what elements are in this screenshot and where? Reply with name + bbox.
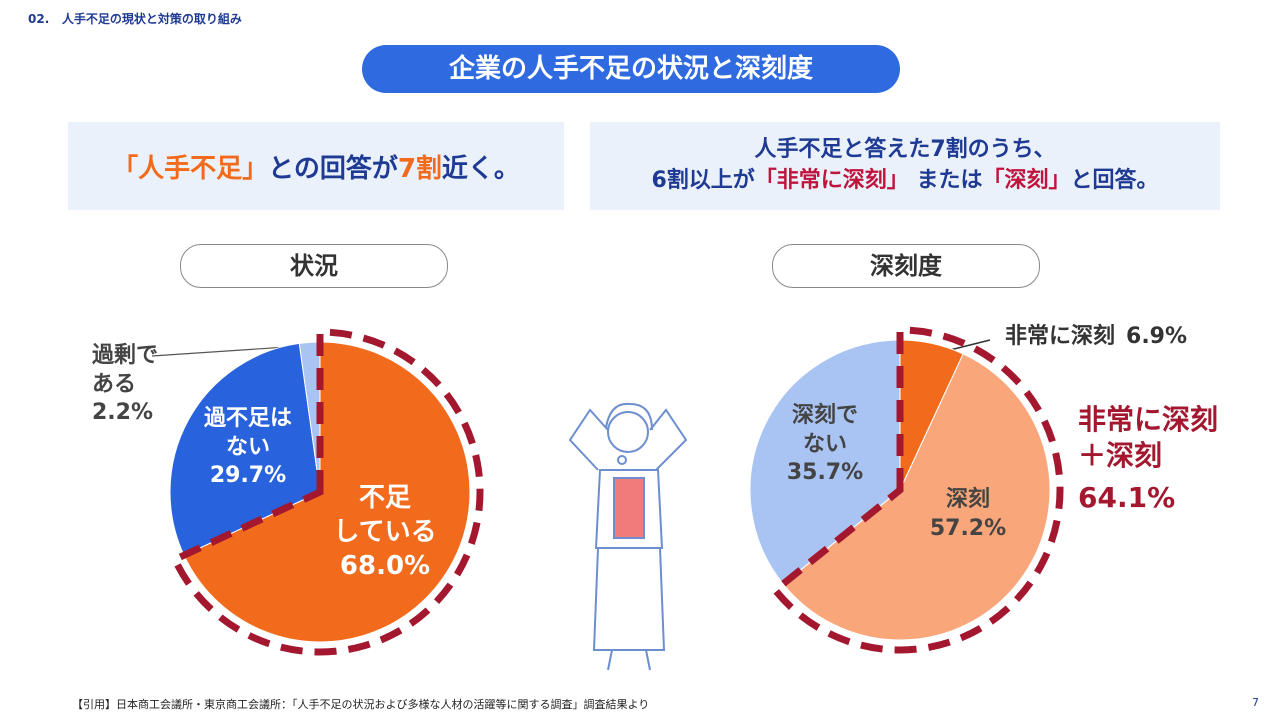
summary-text: 「人手不足」 [112,153,269,184]
summary-text: 「深刻」 [982,168,1071,193]
slice-label: 深刻で ない 35.7% [755,402,895,488]
chart-title: 状況 [180,244,448,288]
category-label: 深刻で ない [791,403,858,457]
category-label: 不足 している [333,483,437,547]
pie-slice [169,342,321,556]
summary-text: 6割以上が [651,168,755,193]
category-label: 過剰で ある [92,343,159,397]
pie-slice [782,353,1051,641]
summary-line: 人手不足と答えた7割のうち、 [754,135,1055,166]
section-title: 人手不足の現状と対策の取り組み [61,12,242,26]
section-number: 02. [28,12,50,26]
slice-label: 深刻 57.2% [898,486,1038,543]
summary-text: 人手不足と答えた7割のうち、 [754,137,1056,163]
summary-text: 近く。 [441,153,520,184]
value-label: 29.7% [209,463,287,489]
value-label: 68.0% [339,550,431,581]
highlight-outline [170,328,484,656]
summary-text: または [908,168,983,193]
illustration [568,402,688,671]
summary-line: 6割以上が「非常に深刻」 または「深刻」と回答。 [651,166,1158,197]
value-label: 57.2% [929,515,1007,541]
summary-text: 7割 [397,153,442,184]
slice-label: 非常に深刻 6.9% [1005,323,1245,352]
pie-slice [183,341,471,643]
main-title: 企業の人手不足の状況と深刻度 [362,45,900,93]
summary-box: 「人手不足」との回答が7割近く。 [68,122,564,210]
chart-title: 深刻度 [772,244,1040,288]
summary-box: 人手不足と答えた7割のうち、 6割以上が「非常に深刻」 または「深刻」と回答。 [590,122,1220,210]
category-label: 過不足は ない [203,406,292,460]
value-label: 6.9% [1126,324,1188,349]
category-label: 非常に深刻 [1005,324,1116,349]
citation: 【引用】日本商工会議所・東京商工会議所：「人手不足の状況および多様な人材の活躍等… [72,698,650,711]
summary-line: 「人手不足」との回答が7割近く。 [112,148,520,185]
annotation-value: 64.1% [1078,481,1176,514]
highlight-outline [770,326,1064,654]
category-label: 深刻 [945,487,990,512]
slice-label: 過不足は ない 29.7% [178,405,318,491]
value-label: 2.2% [92,400,154,426]
summary-text: と回答。 [1070,168,1159,193]
page-number: 7 [1252,696,1259,709]
annotation: 非常に深刻 ＋深刻 [1078,403,1219,473]
slice-label: 不足 している 68.0% [305,482,465,583]
header: 02. 人手不足の現状と対策の取り組み [28,10,242,27]
summary-text: 「非常に深刻」 [754,168,909,193]
leader-line [151,345,303,357]
value-label: 35.7% [786,460,864,486]
summary-text: との回答が [268,153,398,184]
slice-label: 過剰で ある 2.2% [92,342,192,428]
pie-slice [749,339,901,585]
